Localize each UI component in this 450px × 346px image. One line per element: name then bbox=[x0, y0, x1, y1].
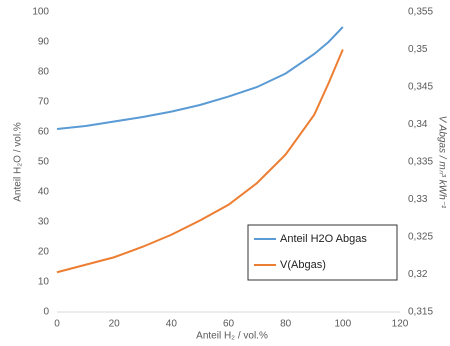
y2-tick-label: 0,33 bbox=[408, 194, 428, 205]
y-tick-label: 30 bbox=[38, 217, 50, 228]
y-tick-label: 60 bbox=[38, 127, 50, 138]
y2-tick-label: 0,355 bbox=[408, 7, 433, 18]
x-tick-label: 40 bbox=[166, 319, 178, 330]
x-tick-label: 20 bbox=[109, 319, 121, 330]
x-tick-label: 100 bbox=[334, 319, 351, 330]
y-axis-label: Anteil H₂O / vol.% bbox=[13, 122, 24, 202]
y2-tick-label: 0,325 bbox=[408, 232, 433, 243]
series-line bbox=[56, 49, 344, 274]
y-tick-label: 10 bbox=[38, 277, 50, 288]
legend-label: V(Abgas) bbox=[280, 259, 326, 271]
y-tick-label: 90 bbox=[38, 37, 50, 48]
y-tick-label: 0 bbox=[43, 307, 49, 318]
y2-tick-label: 0,315 bbox=[408, 307, 433, 318]
x-tick-label: 80 bbox=[280, 319, 292, 330]
legend-label: Anteil H2O Abgas bbox=[280, 233, 367, 245]
y2-tick-label: 0,335 bbox=[408, 157, 433, 168]
y2-tick-label: 0,34 bbox=[408, 119, 428, 130]
y2-tick-label: 0,32 bbox=[408, 269, 428, 280]
y-tick-label: 70 bbox=[38, 97, 50, 108]
y-tick-label: 80 bbox=[38, 67, 50, 78]
x-tick-label: 120 bbox=[392, 319, 409, 330]
y2-tick-label: 0,35 bbox=[408, 44, 428, 55]
series-line bbox=[56, 26, 344, 130]
x-axis-label: Anteil H₂ / vol.% bbox=[196, 331, 268, 342]
y-tick-label: 20 bbox=[38, 247, 50, 258]
x-tick-label: 0 bbox=[54, 319, 60, 330]
x-tick-label: 60 bbox=[223, 319, 235, 330]
y2-tick-label: 0,345 bbox=[408, 82, 433, 93]
y-tick-label: 40 bbox=[38, 187, 50, 198]
y-tick-label: 100 bbox=[32, 7, 49, 18]
legend-box bbox=[247, 224, 398, 281]
y-tick-label: 50 bbox=[38, 157, 50, 168]
y2-axis-label: V Abgas / mₙ³ kWh⁻¹ bbox=[436, 116, 447, 209]
